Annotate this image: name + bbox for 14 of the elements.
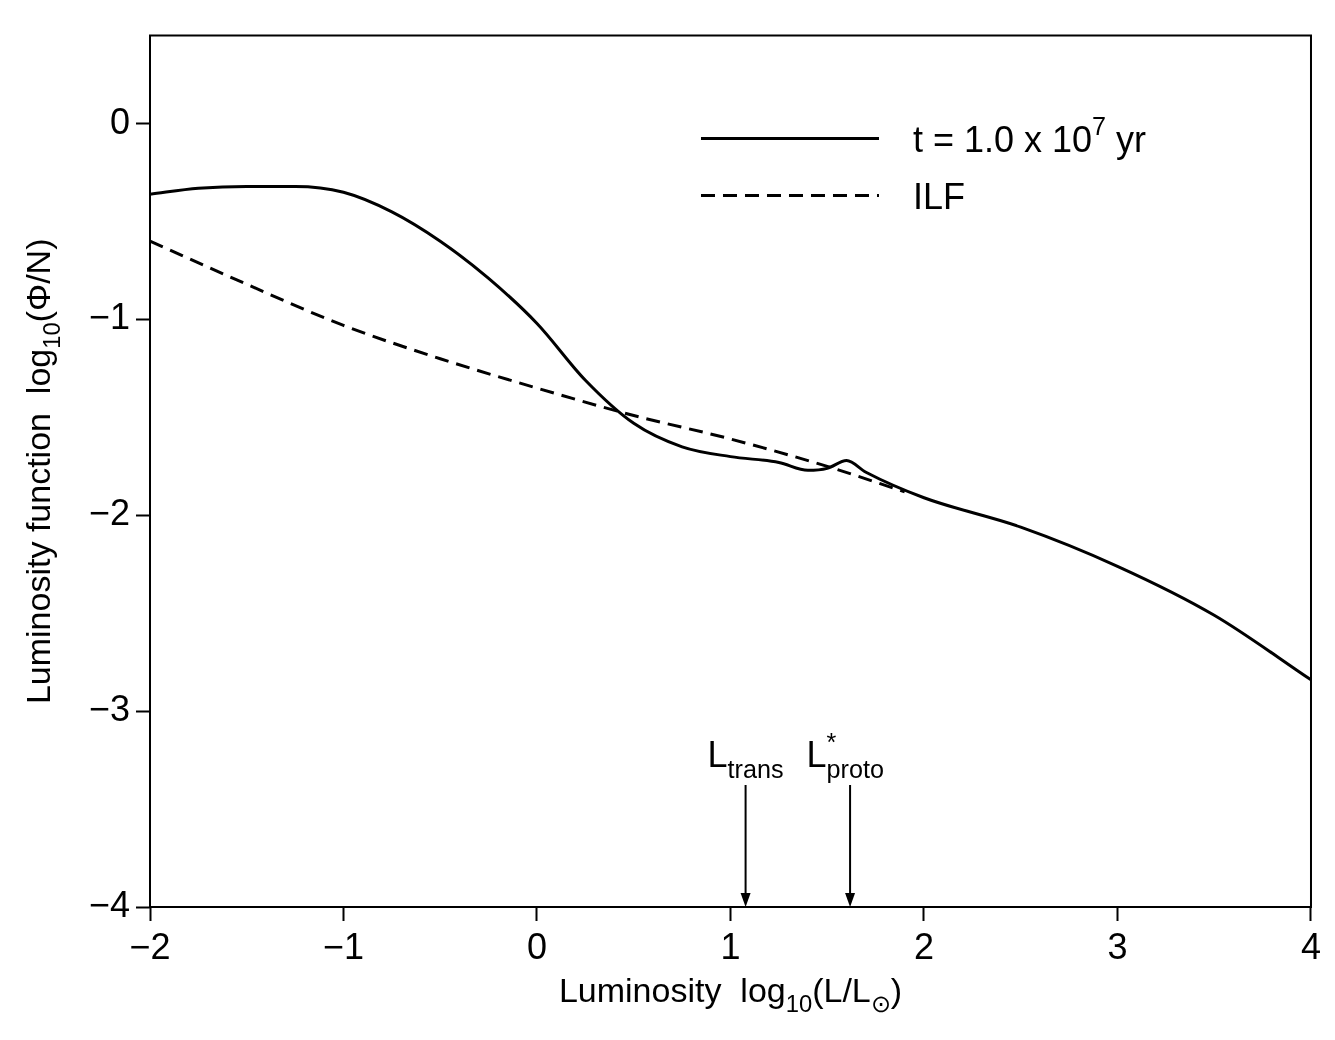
- y-tick-label: −4: [88, 883, 130, 925]
- x-tick-label: 0: [526, 925, 548, 967]
- x-tick-label: 1: [720, 925, 741, 967]
- x-tick-label: 2: [913, 925, 935, 967]
- x-tick-label: −1: [322, 925, 365, 967]
- x-tick-label: −2: [129, 925, 171, 967]
- y-tick-label: −1: [88, 296, 130, 338]
- x-tick-label: 4: [1300, 925, 1321, 967]
- y-tick-label: −2: [88, 492, 130, 534]
- y-tick-label: −3: [88, 688, 130, 730]
- y-axis-title: Luminosity function log10(Φ/N): [19, 238, 66, 705]
- y-tick-label: 0: [109, 100, 130, 142]
- legend-label: ILF: [912, 175, 965, 217]
- x-tick-label: 3: [1107, 925, 1128, 967]
